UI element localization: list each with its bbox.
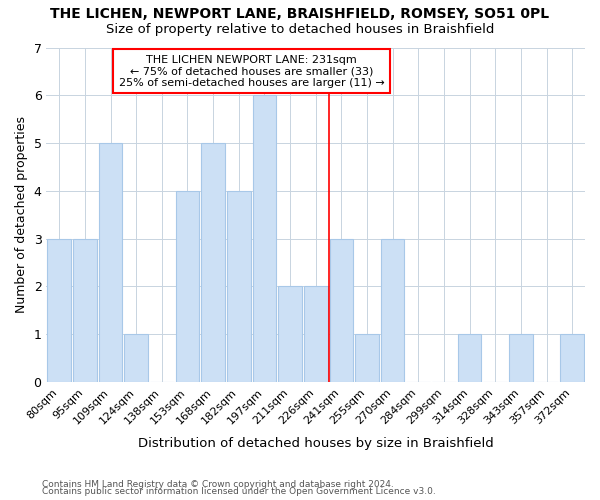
Bar xyxy=(73,238,97,382)
Bar xyxy=(278,286,302,382)
Bar xyxy=(176,191,199,382)
Text: THE LICHEN, NEWPORT LANE, BRAISHFIELD, ROMSEY, SO51 0PL: THE LICHEN, NEWPORT LANE, BRAISHFIELD, R… xyxy=(50,8,550,22)
Bar xyxy=(560,334,584,382)
Text: Size of property relative to detached houses in Braishfield: Size of property relative to detached ho… xyxy=(106,22,494,36)
Y-axis label: Number of detached properties: Number of detached properties xyxy=(15,116,28,314)
Bar xyxy=(227,191,251,382)
Bar xyxy=(47,238,71,382)
Bar xyxy=(329,238,353,382)
Bar xyxy=(124,334,148,382)
Text: Contains HM Land Registry data © Crown copyright and database right 2024.: Contains HM Land Registry data © Crown c… xyxy=(42,480,394,489)
X-axis label: Distribution of detached houses by size in Braishfield: Distribution of detached houses by size … xyxy=(138,437,494,450)
Bar xyxy=(381,238,404,382)
Bar xyxy=(458,334,481,382)
Bar xyxy=(355,334,379,382)
Bar xyxy=(202,143,225,382)
Bar xyxy=(99,143,122,382)
Bar xyxy=(253,96,276,382)
Bar xyxy=(304,286,328,382)
Bar xyxy=(509,334,533,382)
Text: Contains public sector information licensed under the Open Government Licence v3: Contains public sector information licen… xyxy=(42,487,436,496)
Text: THE LICHEN NEWPORT LANE: 231sqm
← 75% of detached houses are smaller (33)
25% of: THE LICHEN NEWPORT LANE: 231sqm ← 75% of… xyxy=(119,54,385,88)
